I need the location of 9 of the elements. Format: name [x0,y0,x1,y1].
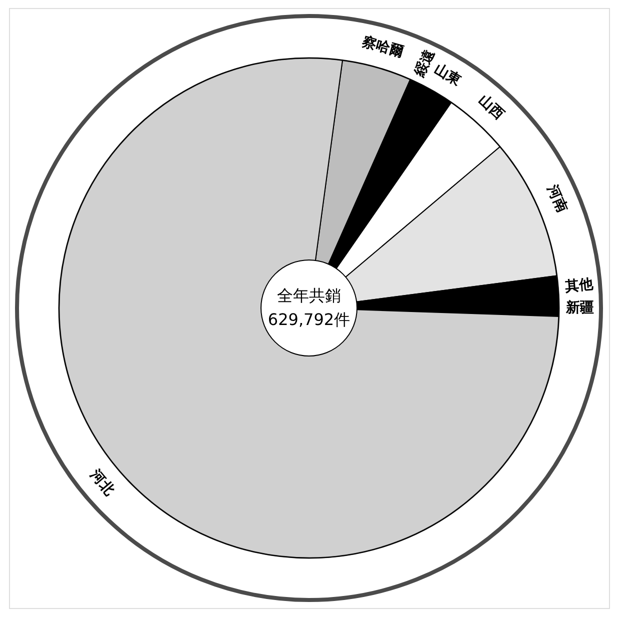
slice-label: 河北 [86,466,118,500]
text: 629,792件 [268,310,350,329]
slice-label: 察哈爾 [359,32,406,61]
slice-label: 新疆 [564,298,594,316]
slice-label: 山西 [476,92,507,123]
slice-label: 山東 [431,61,464,90]
slice-label: 其他 [563,276,595,295]
slice-label: 河南 [544,182,570,215]
text: 全年共銷 [277,286,341,305]
